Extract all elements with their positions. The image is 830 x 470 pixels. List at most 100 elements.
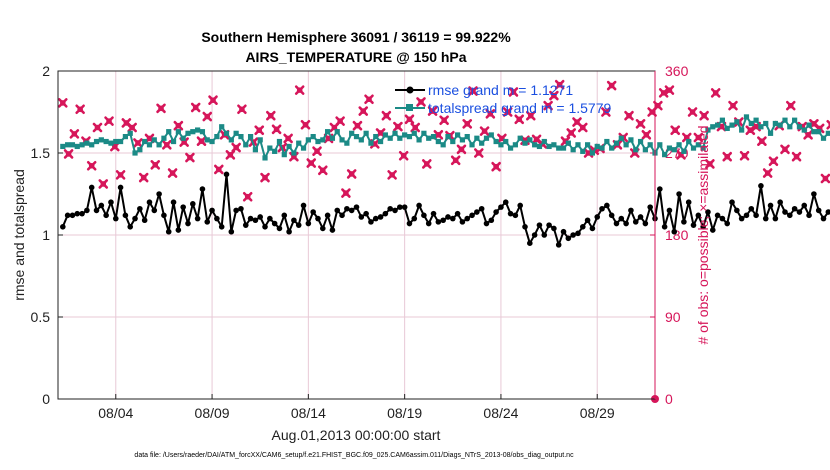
- spread-point: [426, 135, 432, 141]
- rmse-point: [262, 224, 268, 230]
- y-axis-label: rmse and totalspread: [11, 169, 27, 301]
- spread-point: [580, 148, 586, 154]
- rmse-point: [560, 228, 567, 235]
- obs-possible-point: [343, 190, 349, 196]
- rmse-point: [425, 220, 432, 227]
- rmse-point: [64, 212, 71, 219]
- rmse-point: [661, 224, 668, 230]
- spread-point: [363, 130, 369, 136]
- obs-possible-point: [672, 127, 679, 134]
- spread-point: [406, 134, 413, 140]
- rmse-point: [281, 212, 288, 219]
- obs-possible-point: [429, 108, 436, 114]
- obs-possible-point: [689, 109, 696, 115]
- obs-possible-point: [135, 140, 141, 146]
- rmse-point: [267, 215, 273, 222]
- spread-point: [589, 150, 596, 156]
- spread-point: [281, 152, 287, 158]
- spread-point: [156, 142, 162, 148]
- spread-point: [705, 127, 711, 133]
- grid-lines: [58, 71, 655, 399]
- rmse-point: [579, 224, 586, 230]
- rmse-point: [214, 215, 220, 222]
- rmse-point: [141, 217, 148, 224]
- totalspread-series: [60, 114, 830, 161]
- rmse-point: [671, 228, 678, 235]
- obs-possible-point: [296, 87, 303, 93]
- obs-possible-point: [146, 135, 153, 142]
- y-right-tick-label: 0: [665, 391, 673, 407]
- spread-point: [806, 122, 812, 128]
- rmse-point: [517, 202, 523, 209]
- obs-possible-point: [418, 99, 424, 105]
- spread-point: [801, 127, 807, 133]
- obs-possible-point: [60, 100, 66, 106]
- spread-point: [763, 120, 769, 127]
- obs-possible-point: [100, 181, 107, 187]
- rmse-point: [666, 207, 673, 214]
- spread-point: [493, 138, 499, 145]
- obs-possible-point: [331, 124, 338, 131]
- rmse-point: [705, 209, 711, 215]
- spread-point: [166, 129, 172, 135]
- chart-subtitle: AIRS_TEMPERATURE @ 150 hPa: [245, 49, 466, 65]
- rmse-point: [801, 202, 808, 209]
- rmse-point: [156, 191, 162, 197]
- spread-point: [233, 130, 239, 136]
- spread-point: [300, 145, 307, 151]
- spread-point: [209, 138, 215, 145]
- spread-point: [782, 117, 788, 123]
- rmse-point: [758, 183, 764, 189]
- spread-point: [103, 138, 109, 145]
- spread-point: [609, 145, 615, 151]
- obs-possible-point: [158, 105, 164, 112]
- spread-point: [421, 130, 427, 136]
- rmse-point: [584, 217, 591, 224]
- obs-possible-point: [383, 112, 390, 119]
- spread-point: [382, 132, 388, 138]
- rmse-point: [334, 207, 341, 214]
- spread-point: [700, 145, 706, 151]
- obs-possible-point: [545, 102, 551, 109]
- obs-possible-point: [210, 97, 216, 103]
- obs-possible-point: [452, 157, 459, 164]
- spread-point: [252, 147, 258, 153]
- rmse-point: [594, 214, 601, 220]
- obs-possible-point: [106, 118, 112, 124]
- y-tick-label: 0.5: [31, 309, 51, 325]
- obs-possible-point: [649, 109, 655, 115]
- spread-point: [787, 124, 793, 130]
- spread-point: [214, 134, 220, 140]
- rmse-point: [74, 210, 81, 217]
- data-file-footnote: data file: /Users/raeder/DAI/ATM_forcXX/…: [134, 452, 574, 459]
- rmse-point: [175, 227, 182, 233]
- obs-possible-point: [666, 87, 673, 93]
- spread-point: [681, 148, 687, 154]
- rmse-point: [209, 207, 215, 214]
- spread-point: [402, 132, 408, 138]
- rmse-point: [748, 205, 755, 212]
- spread-point: [532, 142, 538, 148]
- spread-point: [262, 155, 268, 161]
- obs-possible-point: [314, 148, 320, 154]
- rmse-point: [613, 220, 620, 227]
- rmse-point: [734, 207, 740, 214]
- obs-possible-point: [227, 152, 234, 158]
- obs-possible-point: [256, 127, 263, 134]
- x-tick-label: 08/04: [98, 405, 133, 421]
- spread-point: [151, 137, 157, 143]
- rmse-point: [618, 215, 625, 222]
- rmse-point: [257, 214, 264, 220]
- spread-point: [556, 145, 562, 151]
- rmse-series: [60, 171, 830, 248]
- rmse-point: [310, 209, 316, 215]
- rmse-point: [358, 214, 365, 220]
- rmse-point: [551, 225, 557, 232]
- rmse-point: [161, 212, 167, 219]
- spread-point: [488, 132, 494, 138]
- rmse-point: [753, 212, 759, 219]
- rmse-point: [743, 212, 750, 219]
- rmse-point: [108, 199, 114, 205]
- rmse-point: [387, 205, 394, 212]
- spread-point: [387, 135, 393, 141]
